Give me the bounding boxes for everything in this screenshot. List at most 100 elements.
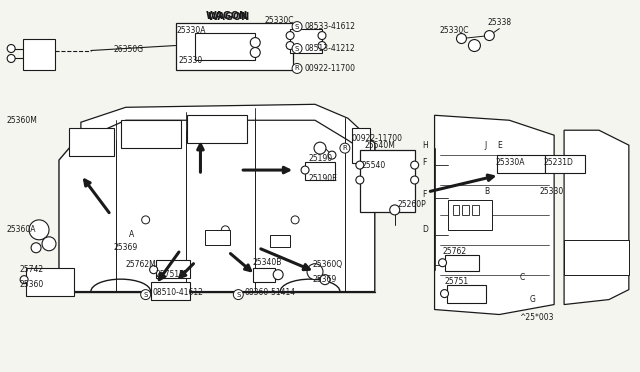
Bar bbox=[205, 230, 230, 245]
Text: S: S bbox=[143, 292, 148, 298]
Text: D: D bbox=[422, 225, 429, 234]
Circle shape bbox=[141, 290, 150, 299]
Circle shape bbox=[438, 259, 447, 267]
Text: B: B bbox=[484, 187, 490, 196]
Text: A: A bbox=[129, 230, 134, 239]
Circle shape bbox=[273, 270, 283, 280]
Bar bbox=[497, 155, 545, 173]
Text: S: S bbox=[236, 292, 241, 298]
Bar bbox=[121, 120, 180, 148]
Text: 08513-41212: 08513-41212 bbox=[304, 44, 355, 53]
Circle shape bbox=[7, 45, 15, 52]
Text: 25360: 25360 bbox=[19, 280, 44, 289]
Bar bbox=[447, 285, 486, 302]
Circle shape bbox=[301, 166, 309, 174]
Text: 25330C: 25330C bbox=[440, 26, 469, 35]
Circle shape bbox=[221, 226, 229, 234]
Polygon shape bbox=[59, 118, 375, 292]
Text: 25762: 25762 bbox=[442, 247, 467, 256]
Bar bbox=[150, 282, 191, 299]
Bar bbox=[452, 205, 460, 215]
Text: 25360M: 25360M bbox=[6, 116, 37, 125]
Circle shape bbox=[340, 143, 350, 153]
Text: ^25*003: ^25*003 bbox=[519, 313, 554, 322]
Circle shape bbox=[328, 151, 336, 159]
Circle shape bbox=[7, 54, 15, 62]
Circle shape bbox=[320, 275, 330, 285]
Circle shape bbox=[356, 176, 364, 184]
Text: 25369: 25369 bbox=[312, 275, 336, 284]
Text: WAGON: WAGON bbox=[207, 12, 250, 22]
Bar bbox=[156, 260, 191, 278]
Circle shape bbox=[456, 33, 467, 44]
Text: 25190: 25190 bbox=[308, 154, 332, 163]
Bar bbox=[253, 268, 275, 282]
Polygon shape bbox=[564, 130, 629, 305]
Text: R: R bbox=[342, 145, 348, 151]
Circle shape bbox=[307, 264, 323, 280]
Circle shape bbox=[468, 39, 481, 51]
Bar bbox=[26, 268, 74, 296]
Text: 25330: 25330 bbox=[179, 56, 203, 65]
Text: F: F bbox=[422, 158, 427, 167]
Text: 25330A: 25330A bbox=[495, 158, 525, 167]
Text: 08533-41612: 08533-41612 bbox=[304, 22, 355, 31]
Circle shape bbox=[20, 276, 28, 283]
Circle shape bbox=[42, 237, 56, 251]
Polygon shape bbox=[435, 115, 554, 314]
Bar bbox=[195, 33, 255, 61]
Bar bbox=[175, 23, 293, 70]
Circle shape bbox=[440, 290, 449, 298]
Circle shape bbox=[286, 32, 294, 39]
Text: 25340B: 25340B bbox=[252, 258, 282, 267]
Bar bbox=[472, 205, 479, 215]
Bar bbox=[564, 240, 629, 275]
Text: F: F bbox=[422, 190, 427, 199]
Text: J: J bbox=[484, 141, 486, 150]
Circle shape bbox=[250, 48, 260, 58]
Text: 25360A: 25360A bbox=[6, 225, 36, 234]
Circle shape bbox=[286, 42, 294, 49]
Bar bbox=[305, 162, 335, 180]
Text: 25338: 25338 bbox=[488, 18, 511, 27]
Text: 25190E: 25190E bbox=[308, 173, 337, 183]
Text: E: E bbox=[497, 141, 502, 150]
Bar bbox=[23, 39, 55, 70]
Text: R: R bbox=[294, 65, 300, 71]
Text: S: S bbox=[295, 45, 300, 51]
Text: 25369: 25369 bbox=[114, 243, 138, 252]
Text: 08360-51414: 08360-51414 bbox=[244, 288, 296, 297]
Circle shape bbox=[29, 220, 49, 240]
Circle shape bbox=[141, 216, 150, 224]
Bar bbox=[445, 255, 479, 271]
Bar bbox=[188, 115, 247, 143]
Text: 25742: 25742 bbox=[19, 265, 44, 274]
Bar bbox=[447, 200, 492, 230]
Text: 25360Q: 25360Q bbox=[312, 260, 342, 269]
Text: 25330C: 25330C bbox=[264, 16, 294, 25]
Text: 00922-11700: 00922-11700 bbox=[352, 134, 403, 143]
Circle shape bbox=[292, 64, 302, 73]
Circle shape bbox=[234, 290, 243, 299]
Text: 25231D: 25231D bbox=[543, 158, 573, 167]
Text: 25762M: 25762M bbox=[125, 260, 156, 269]
Text: 25751M: 25751M bbox=[156, 270, 186, 279]
Text: 25540: 25540 bbox=[362, 161, 386, 170]
Text: WAGON: WAGON bbox=[205, 11, 248, 20]
Circle shape bbox=[411, 161, 419, 169]
Circle shape bbox=[292, 44, 302, 54]
Circle shape bbox=[318, 42, 326, 49]
Bar bbox=[360, 150, 415, 212]
Circle shape bbox=[318, 32, 326, 39]
Text: 26350G: 26350G bbox=[114, 45, 144, 54]
Text: 25751: 25751 bbox=[445, 277, 468, 286]
Text: 08510-41612: 08510-41612 bbox=[152, 288, 204, 297]
Text: C: C bbox=[519, 273, 525, 282]
Circle shape bbox=[31, 243, 41, 253]
Bar bbox=[69, 128, 114, 156]
Circle shape bbox=[356, 161, 364, 169]
Text: G: G bbox=[529, 295, 535, 304]
Polygon shape bbox=[81, 104, 375, 158]
Circle shape bbox=[411, 176, 419, 184]
Bar bbox=[290, 29, 322, 54]
